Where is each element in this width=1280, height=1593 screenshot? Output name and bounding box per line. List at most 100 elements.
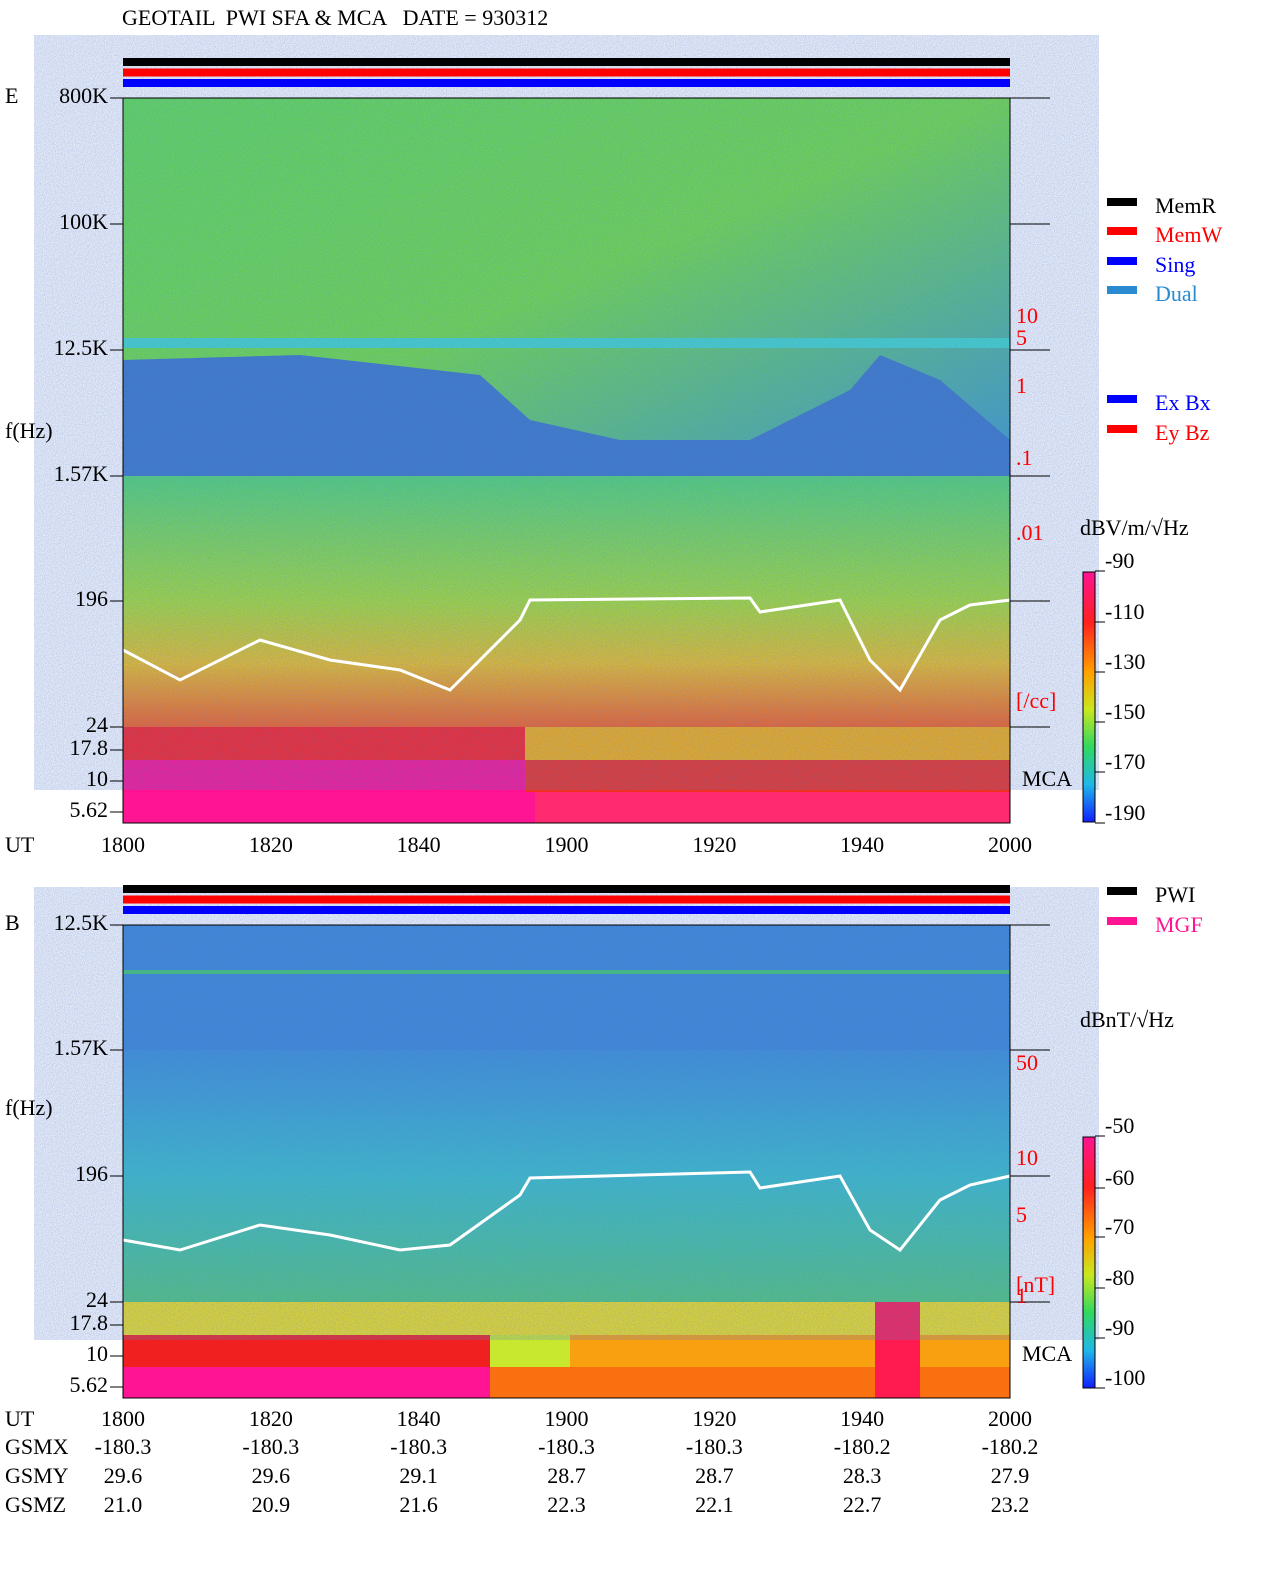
colorbar bbox=[1082, 571, 1096, 823]
status-bar bbox=[123, 68, 1010, 77]
legend-swatch bbox=[1107, 286, 1137, 294]
status-bar bbox=[123, 885, 1010, 893]
time-label: 1940 bbox=[840, 832, 884, 857]
y-axis-label: f(Hz) bbox=[5, 1095, 53, 1120]
legend-label: Sing bbox=[1155, 252, 1195, 277]
mca bbox=[525, 760, 1010, 792]
density-label: 1 bbox=[1016, 373, 1027, 398]
freq-label: 24 bbox=[86, 1287, 108, 1312]
legend-label: MGF bbox=[1155, 912, 1203, 937]
density-label: 10 bbox=[1016, 303, 1038, 328]
time-label: 1840 bbox=[397, 832, 441, 857]
orbit-value: -180.3 bbox=[390, 1434, 447, 1459]
freq-label: 1.57K bbox=[54, 461, 109, 486]
title: GEOTAIL PWI SFA & MCA DATE = 930312 bbox=[122, 5, 548, 30]
orbit-value: -180.2 bbox=[834, 1434, 891, 1459]
density-label: 5 bbox=[1016, 325, 1027, 350]
orbit-value: 21.6 bbox=[399, 1492, 438, 1517]
mca bbox=[875, 1302, 920, 1398]
noise bbox=[123, 925, 1010, 1302]
mca bbox=[535, 792, 1010, 823]
freq-label: 196 bbox=[75, 586, 108, 611]
freq-label: 17.8 bbox=[70, 735, 109, 760]
legend-label: Dual bbox=[1155, 281, 1198, 306]
freq-label: 196 bbox=[75, 1161, 108, 1186]
legend-swatch bbox=[1107, 425, 1137, 433]
orbit-value: 29.6 bbox=[252, 1463, 291, 1488]
legend-swatch bbox=[1107, 227, 1137, 235]
status-bar bbox=[123, 58, 1010, 66]
plot-frame bbox=[122, 924, 1011, 1399]
orbit-value: -180.3 bbox=[95, 1434, 152, 1459]
orbit-label: GSMZ bbox=[5, 1492, 66, 1517]
freq-label: 17.8 bbox=[70, 1310, 109, 1335]
freq-label: 5.62 bbox=[70, 1372, 109, 1397]
density-label: [/cc] bbox=[1016, 688, 1056, 713]
legend-swatch bbox=[1107, 887, 1137, 895]
time-axis-label: UT bbox=[5, 832, 35, 857]
colorbar-unit: dBV/m/√Hz bbox=[1080, 515, 1189, 540]
orbit-value: 20.9 bbox=[252, 1492, 291, 1517]
density-label: 50 bbox=[1016, 1050, 1038, 1075]
y-axis-label: f(Hz) bbox=[5, 418, 53, 443]
time-label: 1940 bbox=[840, 1406, 884, 1431]
status-bar bbox=[123, 895, 1010, 904]
colorbar-tick-label: -90 bbox=[1105, 548, 1134, 573]
colorbar-tick-label: -100 bbox=[1105, 1365, 1145, 1390]
colorbar-tick-label: -60 bbox=[1105, 1165, 1134, 1190]
colorbar-tick-label: -150 bbox=[1105, 699, 1145, 724]
orbit-value: -180.3 bbox=[538, 1434, 595, 1459]
orbit-value: 22.7 bbox=[843, 1492, 882, 1517]
orbit-value: 29.1 bbox=[399, 1463, 438, 1488]
legend-swatch bbox=[1107, 257, 1137, 265]
freq-label: 10 bbox=[86, 1341, 108, 1366]
orbit-value: 28.7 bbox=[695, 1463, 734, 1488]
orbit-value: 23.2 bbox=[991, 1492, 1030, 1517]
status-bar bbox=[123, 906, 1010, 914]
density-trace bbox=[122, 596, 1011, 693]
time-label: 2000 bbox=[988, 832, 1032, 857]
colorbar-tick-label: -130 bbox=[1105, 649, 1145, 674]
legend-swatch bbox=[1107, 917, 1137, 925]
mca bbox=[570, 1335, 1010, 1367]
colorbar-tick-label: -110 bbox=[1105, 599, 1145, 624]
time-label: 1920 bbox=[692, 1406, 736, 1431]
mca-label: MCA bbox=[1022, 1341, 1072, 1366]
colorbar-tick-label: -80 bbox=[1105, 1265, 1134, 1290]
freq-label: 12.5K bbox=[54, 910, 109, 935]
freq-label: 100K bbox=[59, 209, 108, 234]
density-label: 1 bbox=[1016, 1283, 1027, 1308]
time-label: 1820 bbox=[249, 1406, 293, 1431]
time-label: 1900 bbox=[545, 1406, 589, 1431]
orbit-value: 22.3 bbox=[547, 1492, 586, 1517]
mca bbox=[123, 760, 525, 792]
mca bbox=[525, 727, 1010, 760]
mca bbox=[490, 1335, 570, 1367]
orbit-label: GSMX bbox=[5, 1434, 69, 1459]
mca bbox=[123, 1367, 490, 1398]
plot-frame bbox=[122, 97, 1011, 824]
component-label: E bbox=[5, 83, 18, 108]
mca bbox=[490, 1367, 1010, 1398]
freq-label: 5.62 bbox=[70, 797, 109, 822]
colorbar-tick-label: -90 bbox=[1105, 1315, 1134, 1340]
time-axis-label: UT bbox=[5, 1406, 35, 1431]
legend-label: Ex Bx bbox=[1155, 390, 1211, 415]
orbit-value: -180.2 bbox=[982, 1434, 1039, 1459]
orbit-value: -180.3 bbox=[242, 1434, 299, 1459]
legend-swatch bbox=[1107, 395, 1137, 403]
component-label: B bbox=[5, 910, 20, 935]
legend-label: PWI bbox=[1155, 882, 1195, 907]
density-trace bbox=[122, 1170, 1011, 1253]
freq-label: 12.5K bbox=[54, 335, 109, 360]
density-label: .1 bbox=[1016, 445, 1033, 470]
time-label: 1900 bbox=[545, 832, 589, 857]
density-label: 5 bbox=[1016, 1202, 1027, 1227]
colorbar-tick-label: -170 bbox=[1105, 749, 1145, 774]
orbit-value: 27.9 bbox=[991, 1463, 1030, 1488]
time-label: 1820 bbox=[249, 832, 293, 857]
legend-label: MemR bbox=[1155, 193, 1216, 218]
orbit-value: 28.7 bbox=[547, 1463, 586, 1488]
mca bbox=[123, 727, 525, 760]
